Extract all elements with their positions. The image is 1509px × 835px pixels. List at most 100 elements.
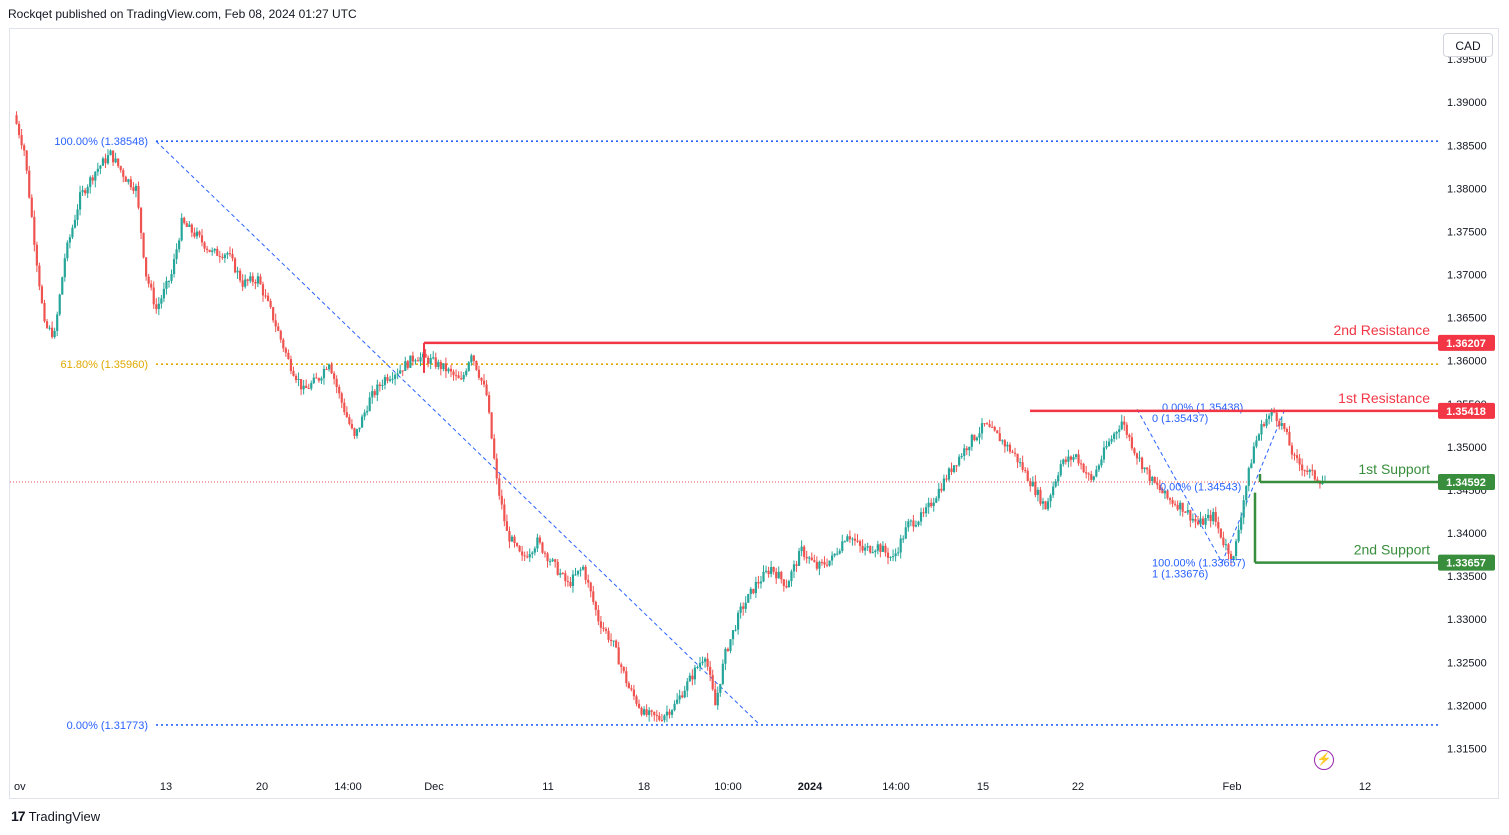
candle-body bbox=[815, 561, 818, 569]
candle-body bbox=[294, 375, 298, 381]
candle-body bbox=[1013, 452, 1017, 454]
candle-body bbox=[1262, 424, 1266, 426]
candle-body bbox=[858, 541, 862, 546]
candle-body bbox=[754, 581, 757, 594]
fib-level-label: 100.00% (1.38548) bbox=[54, 136, 148, 148]
candle-body bbox=[1133, 448, 1136, 454]
candle-body bbox=[523, 555, 526, 557]
candle-body bbox=[1224, 544, 1228, 546]
candle-body bbox=[823, 561, 826, 565]
candle-body bbox=[963, 448, 966, 456]
candle-body bbox=[434, 357, 437, 367]
candle-body bbox=[897, 552, 900, 554]
candle-body bbox=[279, 330, 282, 340]
candle-body bbox=[424, 353, 427, 358]
candle-body bbox=[1140, 457, 1144, 470]
price-tag-label: 1.34592 bbox=[1446, 477, 1486, 489]
candle-body bbox=[1077, 454, 1080, 464]
candle-body bbox=[1044, 501, 1047, 510]
candle-body bbox=[1232, 556, 1235, 560]
y-tick-label: 1.34000 bbox=[1447, 528, 1487, 540]
tradingview-footer[interactable]: 17 TradingView bbox=[11, 808, 100, 824]
candle-body bbox=[797, 551, 801, 566]
candle-body bbox=[355, 429, 359, 436]
candle-body bbox=[340, 393, 343, 403]
candle-body bbox=[582, 566, 585, 570]
candle-body bbox=[731, 630, 735, 640]
candle-body bbox=[244, 279, 247, 287]
candle-body bbox=[609, 639, 613, 642]
lightning-icon[interactable]: ⚡ bbox=[1314, 750, 1334, 770]
candle-body bbox=[838, 550, 841, 554]
candle-body bbox=[714, 689, 717, 706]
candle-body bbox=[935, 498, 938, 503]
candle-body bbox=[538, 537, 542, 543]
candle-body bbox=[668, 711, 671, 715]
candle-body bbox=[427, 357, 430, 364]
candle-body bbox=[1024, 469, 1027, 471]
candle-body bbox=[1046, 501, 1050, 510]
y-tick-label: 1.32500 bbox=[1447, 657, 1487, 669]
candle-body bbox=[76, 209, 79, 220]
candle-body bbox=[775, 571, 778, 579]
candle-body bbox=[277, 326, 280, 331]
candle-body bbox=[203, 242, 206, 249]
candle-body bbox=[439, 361, 442, 370]
candle-body bbox=[315, 377, 318, 379]
candle-body bbox=[1166, 490, 1169, 499]
candle-body bbox=[881, 545, 885, 552]
y-tick-label: 1.31500 bbox=[1447, 743, 1487, 755]
x-tick-label: 10:00 bbox=[714, 781, 742, 793]
small-fib-label: 100.00% (1.33657) bbox=[1152, 558, 1246, 570]
candle-body bbox=[686, 681, 689, 691]
currency-button[interactable]: CAD bbox=[1443, 33, 1493, 57]
candle-body bbox=[160, 298, 163, 304]
candle-body bbox=[747, 594, 750, 603]
candle-body bbox=[584, 566, 587, 580]
candle-body bbox=[848, 536, 851, 540]
fib-trend-line bbox=[1136, 408, 1223, 563]
candle-body bbox=[871, 552, 874, 554]
candle-body bbox=[447, 368, 450, 372]
candle-body bbox=[1171, 500, 1174, 504]
candle-body bbox=[770, 567, 773, 575]
candle-body bbox=[706, 658, 709, 667]
candle-body bbox=[894, 553, 897, 557]
candle-body bbox=[1123, 421, 1126, 425]
candle-body bbox=[625, 671, 628, 684]
candle-body bbox=[1036, 489, 1040, 495]
candle-body bbox=[950, 468, 953, 473]
candle-body bbox=[1316, 479, 1319, 482]
candle-body bbox=[759, 581, 763, 584]
x-tick-label: ov bbox=[14, 781, 26, 793]
fib-level-label: 61.80% (1.35960) bbox=[61, 359, 148, 371]
y-tick-label: 1.37500 bbox=[1447, 226, 1487, 238]
candle-body bbox=[1148, 469, 1151, 481]
candle-body bbox=[1026, 470, 1029, 482]
candle-body bbox=[1156, 482, 1159, 486]
candle-body bbox=[772, 567, 775, 572]
candle-body bbox=[942, 478, 945, 491]
candle-body bbox=[155, 304, 158, 310]
candle-body bbox=[272, 307, 275, 321]
x-tick-label: 18 bbox=[638, 781, 650, 793]
candle-body bbox=[111, 150, 115, 163]
candle-body bbox=[117, 158, 120, 167]
candle-body bbox=[1260, 424, 1263, 435]
x-tick-label: 15 bbox=[977, 781, 989, 793]
candle-body bbox=[477, 369, 481, 378]
candle-body bbox=[889, 556, 892, 558]
candle-body bbox=[485, 384, 488, 396]
price-tag bbox=[1438, 554, 1495, 571]
candle-body bbox=[960, 455, 963, 457]
candle-body bbox=[40, 286, 44, 303]
candle-body bbox=[711, 675, 714, 690]
candle-body bbox=[1295, 455, 1299, 459]
x-tick-label: 20 bbox=[256, 781, 268, 793]
candle-body bbox=[548, 561, 552, 563]
candle-body bbox=[1074, 454, 1078, 458]
candle-body bbox=[996, 430, 999, 434]
brand-label: TradingView bbox=[28, 808, 101, 824]
candle-body bbox=[726, 648, 730, 651]
